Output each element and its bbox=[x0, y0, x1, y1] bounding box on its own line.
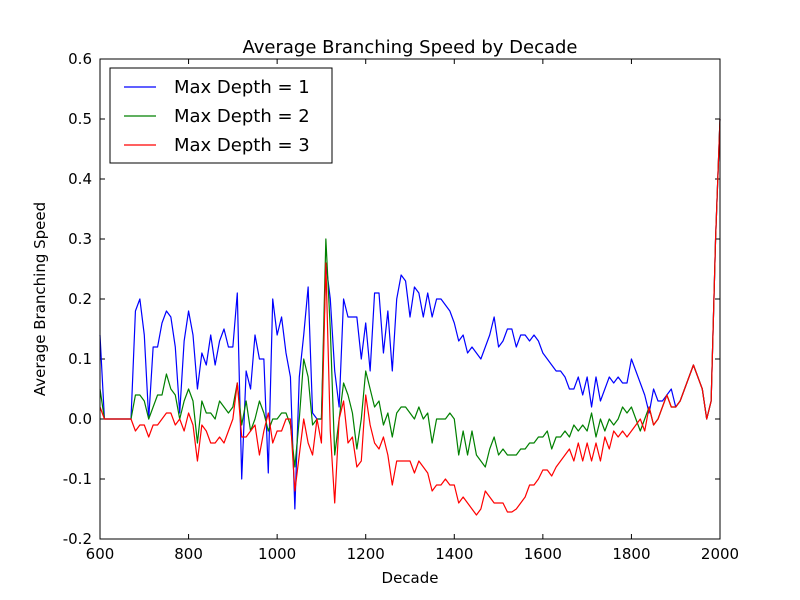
y-tick-label: -0.2 bbox=[63, 530, 92, 548]
x-tick-label: 600 bbox=[86, 545, 115, 563]
x-tick-label: 1600 bbox=[524, 545, 562, 563]
plot-frame bbox=[99, 58, 721, 540]
y-tick-label: 0.1 bbox=[68, 350, 92, 368]
x-tick-label: 2000 bbox=[701, 545, 739, 563]
data-line bbox=[99, 118, 721, 510]
y-axis-label: Average Branching Speed bbox=[31, 202, 49, 396]
x-tick-label: 1400 bbox=[435, 545, 473, 563]
legend-label: Max Depth = 3 bbox=[174, 135, 310, 156]
y-tick-label: 0.2 bbox=[68, 290, 92, 308]
y-tick-label: 0.3 bbox=[68, 230, 92, 248]
y-tick-label: 0.4 bbox=[68, 170, 92, 188]
y-tick-label: 0.5 bbox=[68, 110, 92, 128]
data-line bbox=[99, 118, 721, 468]
x-tick-label: 1200 bbox=[347, 545, 385, 563]
x-tick-label: 1000 bbox=[258, 545, 296, 563]
legend-label: Max Depth = 1 bbox=[174, 77, 310, 98]
y-tick-label: 0.0 bbox=[68, 410, 92, 428]
y-tick-label: 0.6 bbox=[68, 50, 92, 68]
y-tick-label: -0.1 bbox=[63, 470, 92, 488]
legend: Max Depth = 1 Max Depth = 2 Max Depth = 3 bbox=[109, 67, 333, 164]
x-axis-label: Decade bbox=[382, 569, 439, 587]
data-line bbox=[99, 118, 721, 516]
x-tick-label: 1800 bbox=[612, 545, 650, 563]
x-tick-label: 800 bbox=[174, 545, 203, 563]
legend-label: Max Depth = 2 bbox=[174, 106, 310, 127]
chart-title: Average Branching Speed by Decade bbox=[243, 37, 578, 58]
